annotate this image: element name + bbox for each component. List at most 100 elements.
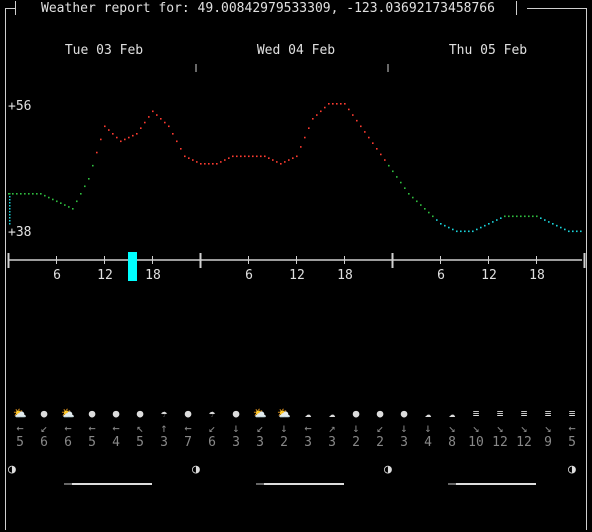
temperature-point: [48, 196, 50, 199]
fog-icon: ≡: [520, 407, 528, 420]
temperature-point: [196, 161, 198, 163]
temperature-point: [160, 118, 162, 120]
temperature-point: [316, 114, 318, 116]
temperature-point: [564, 228, 566, 231]
moon-phase-icon: ◑: [8, 462, 16, 477]
hour-label: 6: [245, 268, 253, 283]
temperature-point: [288, 159, 290, 161]
temperature-point: [260, 155, 262, 158]
temperature-point: [176, 140, 178, 143]
wind-direction-arrow: ↓: [400, 421, 408, 435]
temperature-point: [320, 110, 322, 113]
wind-direction-arrow: ↓: [280, 421, 288, 435]
clear-icon: ●: [400, 407, 408, 420]
partly-cloudy-icon: ⛅: [13, 407, 27, 420]
temperature-point: [332, 103, 334, 105]
temperature-point: [72, 208, 74, 210]
temperature-point: [276, 161, 278, 163]
wind-direction-arrow: ↓: [352, 421, 360, 435]
hour-label: 18: [529, 268, 545, 283]
temperature-point: [492, 221, 494, 223]
wind-speed-value: 5: [568, 435, 576, 450]
frame-top-right-border: [527, 8, 587, 9]
fog-icon: ≡: [544, 407, 552, 420]
temperature-point: [208, 163, 210, 165]
temperature-point: [248, 155, 250, 158]
temperature-point: [188, 157, 190, 159]
wind-direction-arrow: ↓: [232, 421, 240, 435]
temperature-point: [24, 193, 26, 195]
report-title: Weather report for: 49.00842979533309, -…: [41, 1, 495, 16]
temperature-point: [516, 215, 518, 218]
temperature-point: [360, 125, 362, 128]
temperature-point: [272, 159, 274, 161]
temperature-point: [404, 187, 406, 189]
temperature-point: [520, 215, 522, 218]
wind-speed-value: 12: [516, 435, 532, 450]
wind-speed-value: 2: [376, 435, 384, 450]
cloudy-icon: ☁: [448, 407, 456, 420]
temperature-point: [204, 163, 206, 165]
temperature-point: [9, 208, 11, 210]
hour-label: 18: [337, 268, 353, 283]
wind-direction-arrow: ↖: [136, 421, 144, 435]
wind-speed-value: 3: [304, 435, 312, 450]
wind-speed-value: 4: [112, 435, 120, 450]
temperature-point: [468, 230, 470, 233]
temperature-point: [9, 199, 11, 201]
wind-direction-arrow: ←: [568, 421, 576, 435]
temperature-point: [9, 193, 11, 195]
temperature-point: [28, 193, 30, 195]
clear-icon: ●: [184, 407, 192, 420]
temperature-point: [412, 196, 414, 199]
temperature-point: [240, 155, 242, 158]
temperature-point: [440, 223, 442, 225]
wind-direction-arrow: ←: [16, 421, 24, 435]
temperature-point: [256, 155, 258, 158]
temperature-point: [140, 127, 142, 129]
temperature-point: [164, 121, 166, 124]
wind-direction-arrow: ↘: [520, 421, 528, 435]
temperature-point: [336, 103, 338, 105]
wind-direction-arrow: ↗: [328, 421, 336, 435]
wind-speed-value: 3: [160, 435, 168, 450]
current-time-cursor: [128, 252, 137, 281]
wind-speed-value: 2: [280, 435, 288, 450]
temperature-point: [400, 181, 402, 184]
temperature-point: [8, 193, 10, 195]
temperature-point: [340, 103, 342, 105]
wind-speed-value: 4: [424, 435, 432, 450]
hour-label: 12: [97, 268, 113, 283]
temperature-point: [560, 226, 562, 229]
hour-label: 6: [53, 268, 61, 283]
temperature-point: [580, 230, 582, 233]
wind-speed-value: 2: [352, 435, 360, 450]
temperature-point: [380, 153, 382, 156]
temperature-point: [408, 193, 410, 195]
temperature-point: [268, 157, 270, 159]
temperature-point: [428, 211, 430, 214]
drizzle-icon: ☂: [208, 407, 216, 420]
day-label-1: Tue 03 Feb: [64, 43, 144, 58]
temperature-point: [68, 206, 70, 208]
temperature-point: [108, 129, 110, 131]
temperature-point: [432, 215, 434, 218]
temperature-point: [132, 134, 134, 137]
temperature-point: [232, 155, 234, 158]
temperature-point: [300, 146, 302, 148]
wind-speed-value: 6: [64, 435, 72, 450]
wind-direction-arrow: ←: [304, 421, 312, 435]
temperature-point: [344, 103, 346, 105]
temperature-point: [64, 204, 66, 206]
temperature-point: [496, 219, 498, 221]
temperature-point: [148, 116, 150, 118]
temperature-point: [308, 127, 310, 129]
wind-direction-arrow: ↙: [376, 421, 384, 435]
temperature-point: [144, 121, 146, 124]
temperature-point: [100, 138, 102, 141]
temperature-point: [512, 215, 514, 218]
wind-speed-value: 3: [400, 435, 408, 450]
temperature-point: [388, 164, 390, 167]
moon-phase-icon: ◑: [568, 462, 576, 477]
